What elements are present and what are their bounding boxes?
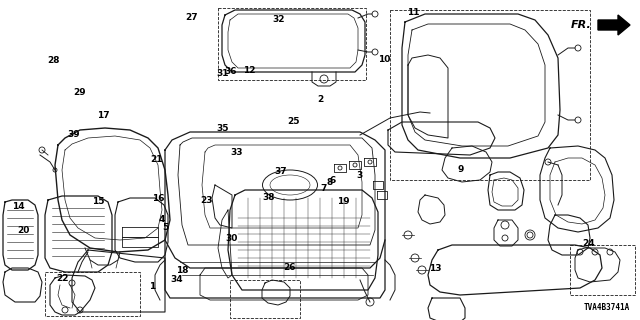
Text: 14: 14 bbox=[12, 202, 24, 211]
Text: 27: 27 bbox=[186, 13, 198, 22]
Text: 36: 36 bbox=[224, 67, 237, 76]
Text: 34: 34 bbox=[170, 275, 183, 284]
Bar bbox=[45, 272, 140, 316]
Text: 23: 23 bbox=[200, 196, 212, 205]
Text: 24: 24 bbox=[582, 239, 595, 248]
Text: 7: 7 bbox=[320, 184, 326, 193]
Text: 39: 39 bbox=[67, 130, 80, 139]
Text: 2: 2 bbox=[317, 95, 323, 104]
Text: 18: 18 bbox=[176, 266, 189, 275]
Bar bbox=[218, 8, 366, 80]
Bar bbox=[390, 10, 590, 180]
Text: 37: 37 bbox=[275, 167, 287, 176]
Text: 33: 33 bbox=[230, 148, 243, 157]
Text: 12: 12 bbox=[243, 66, 256, 75]
Text: FR.: FR. bbox=[572, 20, 592, 30]
Text: 35: 35 bbox=[216, 124, 229, 133]
Text: 25: 25 bbox=[287, 117, 300, 126]
Text: 28: 28 bbox=[47, 56, 60, 65]
Text: 29: 29 bbox=[73, 88, 86, 97]
Polygon shape bbox=[598, 15, 630, 35]
Text: 17: 17 bbox=[97, 111, 110, 120]
Text: 5: 5 bbox=[162, 223, 168, 232]
Text: 13: 13 bbox=[429, 264, 442, 273]
Text: 19: 19 bbox=[337, 197, 350, 206]
Text: 22: 22 bbox=[56, 274, 69, 283]
Bar bbox=[230, 280, 300, 318]
Text: TVA4B3741A: TVA4B3741A bbox=[584, 303, 630, 312]
Text: 20: 20 bbox=[17, 226, 30, 235]
Text: 8: 8 bbox=[326, 178, 333, 187]
Text: 26: 26 bbox=[283, 263, 296, 272]
Text: 21: 21 bbox=[150, 155, 163, 164]
Text: 1: 1 bbox=[149, 282, 156, 291]
Text: 16: 16 bbox=[152, 194, 165, 203]
Text: 11: 11 bbox=[406, 8, 419, 17]
Text: 9: 9 bbox=[458, 165, 464, 174]
Text: 32: 32 bbox=[272, 15, 285, 24]
Text: 30: 30 bbox=[225, 234, 238, 243]
Text: 6: 6 bbox=[330, 176, 336, 185]
Text: 10: 10 bbox=[378, 55, 390, 64]
Bar bbox=[570, 245, 635, 295]
Text: 3: 3 bbox=[356, 172, 363, 180]
Text: 15: 15 bbox=[92, 197, 104, 206]
Text: 38: 38 bbox=[262, 193, 275, 202]
Text: 31: 31 bbox=[216, 69, 229, 78]
Text: 4: 4 bbox=[159, 215, 165, 224]
